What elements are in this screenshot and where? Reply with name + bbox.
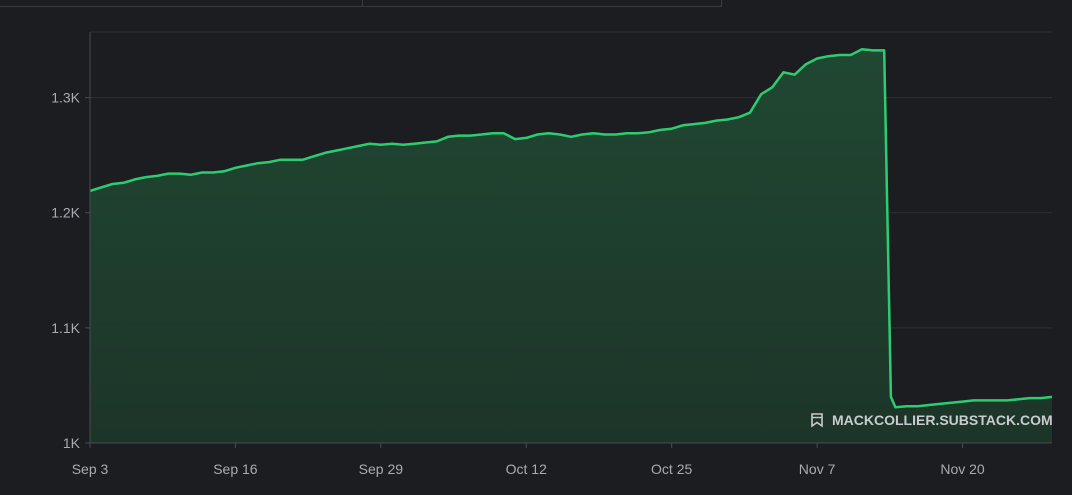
x-axis: Sep 3 Sep 16 Sep 29 Oct 12 Oct 25 Nov 7 Nov 20 bbox=[72, 443, 985, 477]
y-tick-label: 1.3K bbox=[51, 90, 80, 106]
y-tick-label: 1.1K bbox=[51, 320, 80, 336]
x-tick-label: Oct 25 bbox=[651, 461, 692, 477]
watermark-text: MACKCOLLIER.SUBSTACK.COM bbox=[832, 412, 1053, 428]
tab-middle[interactable] bbox=[362, 0, 722, 7]
chart-panel: 1K 1.1K 1.2K 1.3K Sep 3 Sep 16 Sep 29 Oct 12 Oc… bbox=[0, 8, 1072, 495]
y-tick-label: 1K bbox=[63, 435, 81, 451]
y-axis: 1K 1.1K 1.2K 1.3K bbox=[51, 90, 90, 451]
series-area bbox=[90, 49, 1052, 444]
area-chart: 1K 1.1K 1.2K 1.3K Sep 3 Sep 16 Sep 29 Oct 12 Oc… bbox=[51, 31, 1053, 477]
x-tick-label: Sep 3 bbox=[72, 461, 109, 477]
x-tick-label: Oct 12 bbox=[506, 461, 547, 477]
x-tick-label: Nov 7 bbox=[799, 461, 836, 477]
series-line bbox=[89, 48, 1053, 409]
top-tab-strip bbox=[0, 0, 1072, 8]
watermark: MACKCOLLIER.SUBSTACK.COM bbox=[811, 412, 1053, 428]
tab-left[interactable] bbox=[0, 0, 363, 7]
x-tick-label: Sep 29 bbox=[359, 461, 404, 477]
bookmark-icon bbox=[811, 413, 823, 428]
x-tick-label: Sep 16 bbox=[213, 461, 258, 477]
y-tick-label: 1.2K bbox=[51, 205, 80, 221]
x-tick-label: Nov 20 bbox=[940, 461, 985, 477]
